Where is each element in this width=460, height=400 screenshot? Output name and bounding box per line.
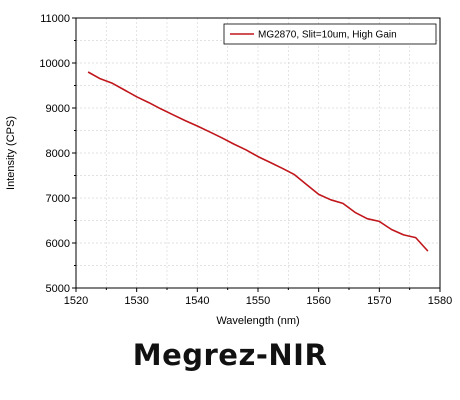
x-tick-label: 1560 [306,295,330,307]
y-axis-label: Intensity (CPS) [5,116,17,190]
x-tick-label: 1570 [367,295,391,307]
legend-box [223,23,437,45]
x-tick-label: 1530 [124,295,148,307]
x-tick-label: 1540 [185,295,209,307]
series-line [87,71,429,252]
legend-entry: MG2870, Slit=10um, High Gain [258,30,397,41]
caption-title: Megrez-NIR [132,338,328,372]
grid-lines [76,18,440,288]
y-tick-label: 8000 [46,148,70,160]
line-chart: 1520 1530 1540 1550 1560 1570 1580 5000 6000 7000… [5,13,452,327]
x-tick-label: 1550 [246,295,270,307]
y-tick-label: 11000 [40,13,70,25]
y-tick-label: 10000 [39,58,70,70]
axis-ticks: 1520 1530 1540 1550 1560 1570 1580 5000 6000 7000… [39,13,452,307]
x-axis-label: Wavelength (nm) [216,315,299,327]
legend: MG2870, Slit=10um, High Gain [223,23,437,45]
y-tick-label: 6000 [46,238,70,250]
x-tick-label: 1520 [64,295,88,307]
y-tick-label: 7000 [46,193,70,205]
y-tick-label: 5000 [46,283,70,295]
x-tick-label: 1580 [428,295,452,307]
y-tick-label: 9000 [46,103,70,115]
